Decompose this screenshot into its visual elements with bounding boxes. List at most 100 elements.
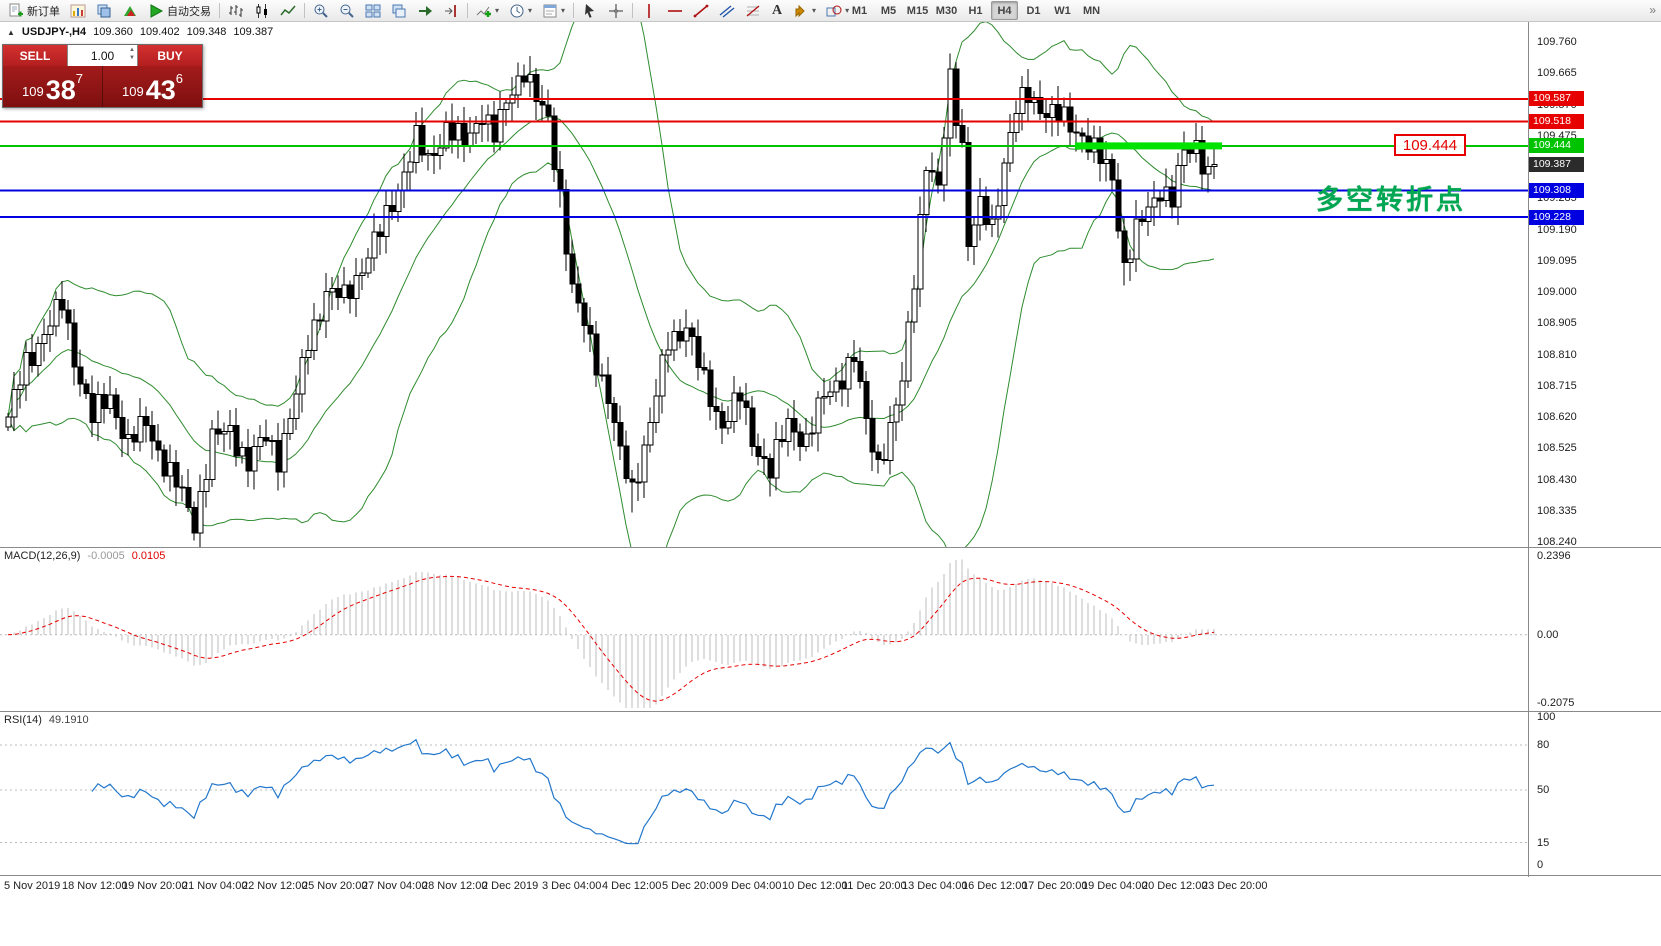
stepper-up-icon[interactable]: ▲ — [129, 47, 135, 53]
buy-price-big: 43 — [145, 75, 176, 106]
date-axis-label: 16 Dec 12:00 — [962, 880, 1028, 892]
stepper-down-icon[interactable]: ▼ — [129, 55, 135, 62]
line-chart-button[interactable] — [275, 1, 301, 21]
volume-input[interactable]: 1.00 ▲ ▼ — [67, 45, 138, 66]
sell-price-prefix: 109 — [22, 84, 44, 99]
price-axis-label: 109.095 — [1537, 254, 1577, 267]
bar-chart-button[interactable] — [223, 1, 249, 21]
toolbar-separator — [573, 3, 575, 18]
date-axis-label: 11 Dec 20:00 — [842, 880, 907, 892]
fibonacci-button[interactable] — [740, 1, 766, 21]
candlestick-chart-button[interactable] — [249, 1, 275, 21]
date-axis-label: 10 Dec 12:00 — [782, 880, 848, 892]
vertical-line-button[interactable] — [636, 1, 662, 21]
chart-shift-icon — [445, 4, 456, 17]
chart-window-button[interactable] — [65, 1, 91, 21]
price-chart[interactable]: ▲ USDJPY-,H4 109.360 109.402 109.348 109… — [0, 22, 1528, 547]
price-axis-label: 108.620 — [1537, 411, 1577, 423]
price-tag: 109.518 — [1529, 114, 1584, 130]
date-axis-label: 9 Dec 04:00 — [722, 880, 782, 892]
new-order-button[interactable]: 新订单 — [3, 1, 65, 21]
timeframe-M30[interactable]: M30 — [935, 4, 958, 17]
vertical-line-icon — [648, 3, 650, 18]
price-axis-label: 108.335 — [1537, 504, 1577, 517]
chart-shift-button[interactable] — [438, 1, 464, 21]
shapes-button[interactable]: ▾ — [821, 1, 854, 21]
timeframe-H4[interactable]: H4 — [991, 1, 1018, 20]
tile-windows-button[interactable] — [360, 1, 386, 21]
price-axis-label: 109.190 — [1537, 223, 1577, 236]
macd-axis[interactable]: 0.2396 0.00 -0.2075 — [1529, 548, 1661, 711]
timeframe-M1[interactable]: M1 — [851, 4, 868, 17]
periods-button[interactable]: ▾ — [504, 1, 537, 21]
new-order-label: 新订单 — [27, 5, 60, 18]
tile-windows-icon — [365, 4, 381, 17]
timeframe-toolbar: M1 M5 M15 M30 H1 H4 D1 W1 MN — [845, 1, 1106, 20]
price-axis-label: 109.665 — [1537, 67, 1577, 80]
zoom-in-icon — [314, 4, 328, 18]
trendline-button[interactable] — [688, 1, 714, 21]
sell-price[interactable]: 109 38 7 — [3, 66, 103, 107]
timeframe-MN[interactable]: MN — [1082, 4, 1101, 17]
cascade-windows-button[interactable] — [386, 1, 412, 21]
auto-trading-button[interactable]: 自动交易 — [143, 1, 216, 21]
toolbar-separator — [219, 3, 220, 18]
quote-close: 109.387 — [233, 26, 274, 38]
rsi-axis-label: 80 — [1537, 739, 1550, 751]
timeframe-H1[interactable]: H1 — [968, 4, 983, 17]
rsi-panel[interactable]: RSI(14) 49.1910 — [0, 712, 1528, 875]
buy-button[interactable]: BUY — [138, 45, 202, 66]
date-axis-label: 27 Nov 04:00 — [362, 880, 428, 892]
crosshair-button[interactable] — [603, 1, 629, 21]
chart-quote-line: ▲ USDJPY-,H4 109.360 109.402 109.348 109… — [7, 26, 273, 38]
price-axis-label: 108.715 — [1537, 379, 1577, 392]
profiles-button[interactable] — [91, 1, 117, 21]
sell-button[interactable]: SELL — [3, 45, 67, 66]
volume-stepper[interactable]: ▲ ▼ — [129, 46, 135, 63]
date-axis-label: 2 Dec 2019 — [482, 880, 539, 892]
cursor-button[interactable] — [577, 1, 603, 21]
candlestick-chart-icon — [256, 3, 267, 18]
rsi-name: RSI(14) — [4, 714, 42, 726]
quote-high: 109.402 — [139, 26, 180, 38]
date-axis-label: 21 Nov 04:00 — [182, 880, 248, 892]
macd-panel[interactable]: MACD(12,26,9) -0.0005 0.0105 — [0, 548, 1528, 711]
date-axis-label: 17 Dec 20:00 — [1022, 880, 1088, 892]
horizontal-line-button[interactable] — [662, 1, 688, 21]
panel-divider[interactable] — [0, 711, 1661, 712]
templates-button[interactable]: ▾ — [537, 1, 570, 21]
turning-point-annotation[interactable]: 多空转折点 — [1316, 185, 1466, 215]
toolbar-overflow-icon[interactable]: » — [1649, 3, 1656, 17]
market-watch-button[interactable] — [117, 1, 143, 21]
buy-price[interactable]: 109 43 6 — [103, 66, 202, 107]
zoom-out-icon — [340, 4, 354, 18]
timeframe-M15[interactable]: M15 — [906, 4, 929, 17]
channel-button[interactable] — [714, 1, 740, 21]
rsi-label: RSI(14) 49.1910 — [4, 714, 89, 726]
rsi-axis[interactable]: 100 80 50 15 0 — [1529, 711, 1661, 875]
indicators-button[interactable]: ▾ — [471, 1, 504, 21]
zoom-out-button[interactable] — [334, 1, 360, 21]
date-axis-label: 23 Dec 20:00 — [1202, 880, 1268, 892]
auto-scroll-button[interactable] — [412, 1, 438, 21]
timeframe-M5[interactable]: M5 — [880, 4, 897, 17]
panel-divider[interactable] — [0, 547, 1661, 548]
text-tool-button[interactable]: A — [766, 1, 788, 21]
zoom-in-button[interactable] — [308, 1, 334, 21]
toolbar-separator — [467, 3, 468, 18]
date-axis-label: 5 Nov 2019 — [4, 880, 61, 892]
text-tool-icon: A — [771, 2, 783, 18]
timeframe-D1[interactable]: D1 — [1026, 4, 1041, 17]
date-axis-label: 19 Nov 20:00 — [122, 880, 188, 892]
new-order-icon — [9, 3, 23, 16]
timeframe-W1[interactable]: W1 — [1054, 4, 1071, 17]
chart-window-icon — [70, 4, 86, 17]
quote-low: 109.348 — [186, 26, 227, 38]
price-level-label[interactable]: 109.444 — [1394, 134, 1466, 156]
date-axis[interactable]: 5 Nov 2019 18 Nov 12:00 19 Nov 20:00 21 Nov… — [0, 878, 1661, 896]
macd-label: MACD(12,26,9) -0.0005 0.0105 — [4, 550, 165, 562]
cursor-icon — [585, 3, 595, 18]
arrows-tool-button[interactable]: ▾ — [788, 1, 821, 21]
price-axis[interactable]: 109.760109.665109.570109.475109.380109.2… — [1529, 22, 1661, 548]
